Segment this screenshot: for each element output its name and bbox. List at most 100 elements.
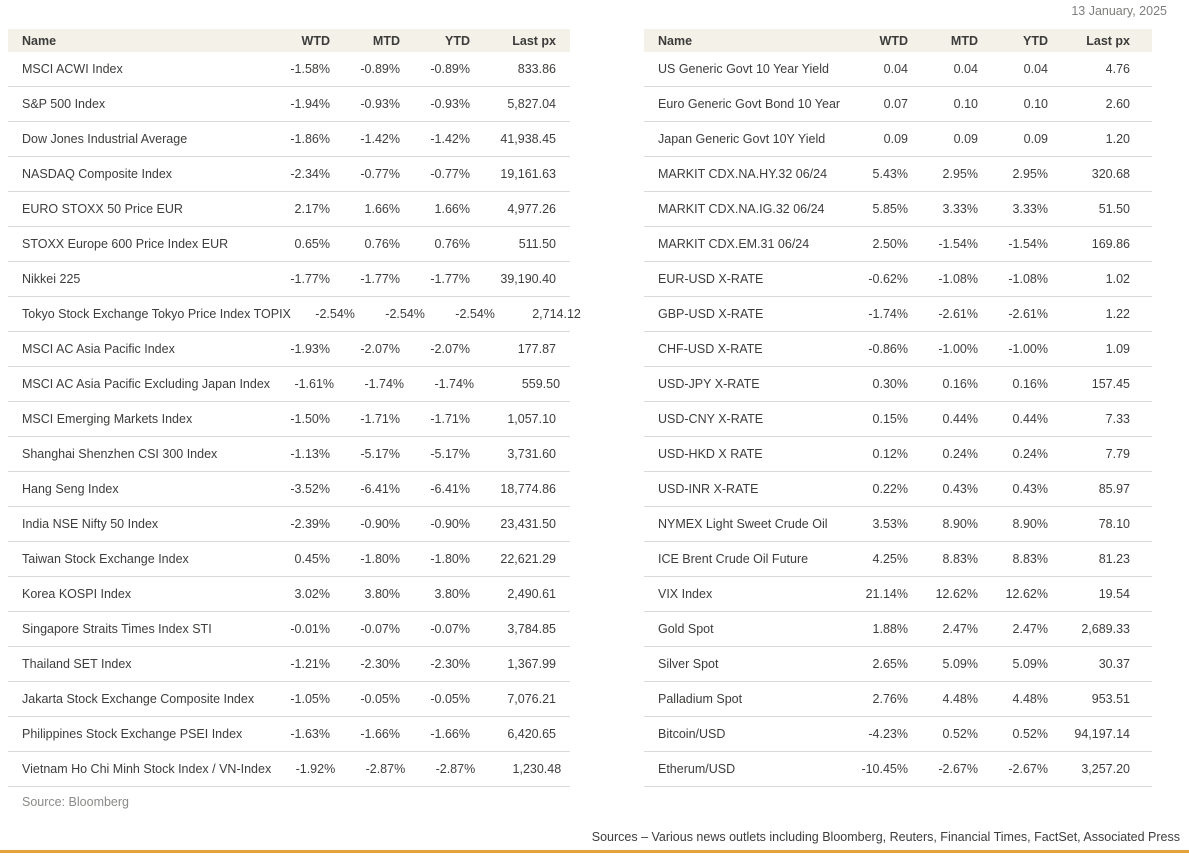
row-mtd: -2.61%	[938, 307, 978, 321]
row-last-px: 3,731.60	[507, 447, 556, 461]
row-name: VIX Index	[658, 587, 713, 601]
row-name: Euro Generic Govt Bond 10 Year	[658, 97, 841, 111]
row-mtd: 0.76%	[364, 237, 400, 251]
row-mtd: -2.30%	[360, 657, 400, 671]
row-wtd: 5.85%	[872, 202, 908, 216]
row-name: NASDAQ Composite Index	[22, 167, 173, 181]
row-wtd: -1.77%	[290, 272, 330, 286]
equity-index-table: Name WTD MTD YTD Last px MSCI ACWI Index…	[8, 29, 581, 809]
row-mtd: -0.89%	[360, 62, 400, 76]
row-last-px: 177.87	[517, 342, 556, 356]
row-wtd: 0.15%	[872, 412, 908, 426]
row-name: Korea KOSPI Index	[22, 587, 132, 601]
row-mtd: 1.66%	[364, 202, 400, 216]
row-mtd: -1.80%	[360, 552, 400, 566]
row-ytd: -0.07%	[430, 622, 470, 636]
row-last-px: 559.50	[521, 377, 561, 391]
row-mtd: 5.09%	[942, 657, 978, 671]
row-mtd: 4.48%	[942, 692, 978, 706]
row-ytd: -1.42%	[430, 132, 470, 146]
row-wtd: -1.05%	[290, 692, 330, 706]
row-last-px: 157.45	[1091, 377, 1130, 391]
table-row: NASDAQ Composite Index -2.34% -0.77% -0.…	[8, 157, 570, 192]
column-header-last-px: Last px	[1086, 33, 1130, 48]
row-mtd: 12.62%	[935, 587, 978, 601]
row-mtd: 3.80%	[364, 587, 400, 601]
row-name: US Generic Govt 10 Year Yield	[658, 62, 829, 76]
row-wtd: 0.04	[883, 62, 908, 76]
row-last-px: 30.37	[1098, 657, 1130, 671]
row-ytd: -2.07%	[430, 342, 470, 356]
row-mtd: 2.95%	[942, 167, 978, 181]
row-wtd: -1.58%	[290, 62, 330, 76]
table-row: CHF-USD X-RATE -0.86% -1.00% -1.00% 1.09	[644, 332, 1152, 367]
row-wtd: -0.86%	[868, 342, 908, 356]
row-wtd: 3.02%	[294, 587, 330, 601]
row-mtd: -0.90%	[360, 517, 400, 531]
row-last-px: 511.50	[518, 237, 556, 251]
row-mtd: -1.74%	[364, 377, 405, 391]
table-row: Philippines Stock Exchange PSEI Index -1…	[8, 717, 570, 752]
row-wtd: -4.23%	[868, 727, 908, 741]
row-ytd: -2.30%	[430, 657, 470, 671]
row-last-px: 81.23	[1098, 552, 1130, 566]
row-wtd: -2.54%	[315, 307, 355, 321]
row-wtd: -2.34%	[290, 167, 330, 181]
row-ytd: 12.62%	[1005, 587, 1048, 601]
column-header-wtd: WTD	[301, 33, 330, 48]
footer-accent-line	[0, 850, 1189, 853]
row-name: Shanghai Shenzhen CSI 300 Index	[22, 447, 218, 461]
row-ytd: -0.05%	[430, 692, 470, 706]
row-name: Vietnam Ho Chi Minh Stock Index / VN-Ind…	[22, 762, 272, 776]
table-row: Singapore Straits Times Index STI -0.01%…	[8, 612, 570, 647]
row-name: Bitcoin/USD	[658, 727, 726, 741]
row-ytd: -1.74%	[434, 377, 475, 391]
table-row: VIX Index 21.14% 12.62% 12.62% 19.54	[644, 577, 1152, 612]
table-row: Silver Spot 2.65% 5.09% 5.09% 30.37	[644, 647, 1152, 682]
table-row: Japan Generic Govt 10Y Yield 0.09 0.09 0…	[644, 122, 1152, 157]
row-last-px: 5,827.04	[507, 97, 556, 111]
row-ytd: -2.67%	[1008, 762, 1048, 776]
row-wtd: 0.65%	[294, 237, 330, 251]
row-name: EURO STOXX 50 Price EUR	[22, 202, 183, 216]
column-header-name: Name	[658, 33, 693, 48]
row-wtd: -1.61%	[294, 377, 335, 391]
column-header-last-px: Last px	[512, 33, 556, 48]
row-name: USD-JPY X-RATE	[658, 377, 760, 391]
row-last-px: 85.97	[1098, 482, 1130, 496]
row-mtd: 8.83%	[942, 552, 978, 566]
column-header-mtd: MTD	[950, 33, 978, 48]
row-name: S&P 500 Index	[22, 97, 106, 111]
table-row: Vietnam Ho Chi Minh Stock Index / VN-Ind…	[8, 752, 570, 787]
table-row: STOXX Europe 600 Price Index EUR 0.65% 0…	[8, 227, 570, 262]
row-mtd: -2.67%	[938, 762, 978, 776]
row-wtd: -1.86%	[290, 132, 330, 146]
row-name: Tokyo Stock Exchange Tokyo Price Index T…	[22, 307, 291, 321]
row-wtd: -1.74%	[868, 307, 908, 321]
table-row: EURO STOXX 50 Price EUR 2.17% 1.66% 1.66…	[8, 192, 570, 227]
row-ytd: -0.77%	[430, 167, 470, 181]
row-ytd: 0.52%	[1012, 727, 1048, 741]
row-mtd: 0.43%	[942, 482, 978, 496]
row-wtd: -1.13%	[290, 447, 330, 461]
row-ytd: -0.90%	[430, 517, 470, 531]
row-last-px: 1.20	[1105, 132, 1130, 146]
table-row: Bitcoin/USD -4.23% 0.52% 0.52% 94,197.14	[644, 717, 1152, 752]
table-row: Tokyo Stock Exchange Tokyo Price Index T…	[8, 297, 581, 332]
table-row: Taiwan Stock Exchange Index 0.45% -1.80%…	[8, 542, 570, 577]
table-row: USD-HKD X RATE 0.12% 0.24% 0.24% 7.79	[644, 437, 1152, 472]
table-row: NYMEX Light Sweet Crude Oil 3.53% 8.90% …	[644, 507, 1152, 542]
row-mtd: -0.77%	[360, 167, 400, 181]
row-last-px: 19,161.63	[500, 167, 556, 181]
row-name: Dow Jones Industrial Average	[22, 132, 188, 146]
row-last-px: 7.33	[1105, 412, 1130, 426]
row-name: USD-INR X-RATE	[658, 482, 759, 496]
row-ytd: 0.24%	[1012, 447, 1048, 461]
row-wtd: 2.17%	[294, 202, 330, 216]
table-row: S&P 500 Index -1.94% -0.93% -0.93% 5,827…	[8, 87, 570, 122]
equity-table-header-row: Name WTD MTD YTD Last px	[8, 29, 570, 52]
table-row: India NSE Nifty 50 Index -2.39% -0.90% -…	[8, 507, 570, 542]
row-mtd: -1.08%	[938, 272, 978, 286]
row-wtd: 21.14%	[865, 587, 908, 601]
row-mtd: -0.05%	[360, 692, 400, 706]
